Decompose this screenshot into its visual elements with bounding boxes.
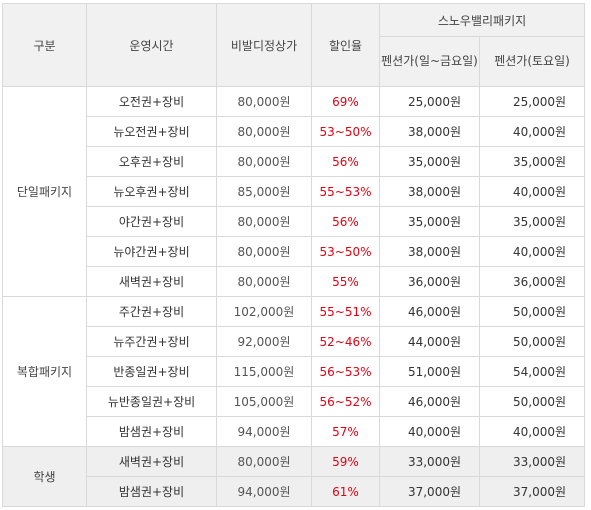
saturday-price-cell: 50,000원 [478,386,586,417]
discount-rate-cell: 59% [311,446,380,477]
weekday-price-cell: 35,000원 [379,206,480,237]
hours-cell: 뉴오후권+장비 [86,176,217,207]
discount-rate-cell: 56~53% [311,356,380,387]
list-price-cell: 115,000원 [216,356,312,387]
list-price-cell: 94,000원 [216,416,312,447]
table-row: 뉴주간권+장비 92,000원 52~46% 44,000원 50,000원 [3,326,586,357]
weekday-price-cell: 46,000원 [379,296,480,327]
list-price-cell: 92,000원 [216,326,312,357]
header-saturday-price: 펜션가(토요일) [478,36,586,87]
hours-cell: 새벽권+장비 [86,446,217,477]
package-price-table: 구분 운영시간 비발디정상가 할인율 스노우밸리패키지 펜션가(일~금요일) 펜… [2,3,586,507]
saturday-price-cell: 36,000원 [478,266,586,297]
discount-rate-cell: 69% [311,86,380,117]
hours-cell: 밤샘권+장비 [86,476,217,507]
list-price-cell: 80,000원 [216,236,312,267]
group-label: 학생 [2,446,87,507]
list-price-cell: 80,000원 [216,146,312,177]
weekday-price-cell: 38,000원 [379,236,480,267]
list-price-cell: 80,000원 [216,446,312,477]
saturday-price-cell: 50,000원 [478,326,586,357]
weekday-price-cell: 36,000원 [379,266,480,297]
table-row: 학생 새벽권+장비 80,000원 59% 33,000원 33,000원 [2,446,586,507]
weekday-price-cell: 25,000원 [379,86,480,117]
discount-rate-cell: 52~46% [311,326,380,357]
group-label: 복합패키지 [2,296,87,447]
hours-cell: 뉴야간권+장비 [86,236,217,267]
table-row: 야간권+장비 80,000원 56% 35,000원 35,000원 [3,206,586,237]
saturday-price-cell: 35,000원 [478,146,586,177]
hours-cell: 새벽권+장비 [86,266,217,297]
weekday-price-cell: 33,000원 [379,446,480,477]
weekday-price-cell: 40,000원 [379,416,480,447]
hours-cell: 밤샘권+장비 [86,416,217,447]
list-price-cell: 80,000원 [216,266,312,297]
discount-rate-cell: 53~50% [311,236,380,267]
table-row: 뉴오전권+장비 80,000원 53~50% 38,000원 40,000원 [3,116,586,147]
discount-rate-cell: 55~51% [311,296,380,327]
header-hours: 운영시간 [86,3,217,87]
saturday-price-cell: 50,000원 [478,296,586,327]
table-row: 단일패키지 오전권+장비 80,000원 69% 25,000원 25,000원 [2,86,586,297]
hours-cell: 주간권+장비 [86,296,217,327]
header-list-price: 비발디정상가 [216,3,312,87]
discount-rate-cell: 61% [311,476,380,507]
weekday-price-cell: 38,000원 [379,116,480,147]
discount-rate-cell: 56~52% [311,386,380,417]
saturday-price-cell: 35,000원 [478,206,586,237]
hours-cell: 반종일권+장비 [86,356,217,387]
hours-cell: 뉴반종일권+장비 [86,386,217,417]
header-weekday-price: 펜션가(일~금요일) [379,36,480,87]
list-price-cell: 102,000원 [216,296,312,327]
hours-cell: 오전권+장비 [86,86,217,117]
table-row: 밤샘권+장비 94,000원 61% 37,000원 37,000원 [3,476,586,507]
table-body: 단일패키지 오전권+장비 80,000원 69% 25,000원 25,000원 뉴오전권+… [2,86,586,507]
weekday-price-cell: 38,000원 [379,176,480,207]
saturday-price-cell: 40,000원 [478,416,586,447]
discount-rate-cell: 53~50% [311,116,380,147]
list-price-cell: 85,000원 [216,176,312,207]
table-row: 새벽권+장비 80,000원 55% 36,000원 36,000원 [3,266,586,297]
table-row: 뉴오후권+장비 85,000원 55~53% 38,000원 40,000원 [3,176,586,207]
discount-rate-cell: 57% [311,416,380,447]
table-row: 뉴야간권+장비 80,000원 53~50% 38,000원 40,000원 [3,236,586,267]
saturday-price-cell: 40,000원 [478,116,586,147]
discount-rate-cell: 55% [311,266,380,297]
weekday-price-cell: 44,000원 [379,326,480,357]
hours-cell: 뉴오전권+장비 [86,116,217,147]
weekday-price-cell: 35,000원 [379,146,480,177]
list-price-cell: 80,000원 [216,116,312,147]
saturday-price-cell: 40,000원 [478,176,586,207]
discount-rate-cell: 55~53% [311,176,380,207]
saturday-price-cell: 33,000원 [478,446,586,477]
header-category: 구분 [2,3,87,87]
header-discount: 할인율 [311,3,380,87]
group-label: 단일패키지 [2,86,87,297]
weekday-price-cell: 37,000원 [379,476,480,507]
saturday-price-cell: 54,000원 [478,356,586,387]
discount-rate-cell: 56% [311,206,380,237]
hours-cell: 뉴주간권+장비 [86,326,217,357]
saturday-price-cell: 37,000원 [478,476,586,507]
table-row: 오후권+장비 80,000원 56% 35,000원 35,000원 [3,146,586,177]
saturday-price-cell: 40,000원 [478,236,586,267]
saturday-price-cell: 25,000원 [478,86,586,117]
table-row: 뉴반종일권+장비 105,000원 56~52% 46,000원 50,000원 [3,386,586,417]
weekday-price-cell: 46,000원 [379,386,480,417]
list-price-cell: 105,000원 [216,386,312,417]
table-row: 복합패키지 주간권+장비 102,000원 55~51% 46,000원 50,000원 [2,296,586,447]
list-price-cell: 80,000원 [216,86,312,117]
weekday-price-cell: 51,000원 [379,356,480,387]
discount-rate-cell: 56% [311,146,380,177]
header-package: 스노우밸리패키지 [378,3,586,37]
table-row: 반종일권+장비 115,000원 56~53% 51,000원 54,000원 [3,356,586,387]
table-row: 밤샘권+장비 94,000원 57% 40,000원 40,000원 [3,416,586,447]
list-price-cell: 94,000원 [216,476,312,507]
hours-cell: 오후권+장비 [86,146,217,177]
hours-cell: 야간권+장비 [86,206,217,237]
list-price-cell: 80,000원 [216,206,312,237]
